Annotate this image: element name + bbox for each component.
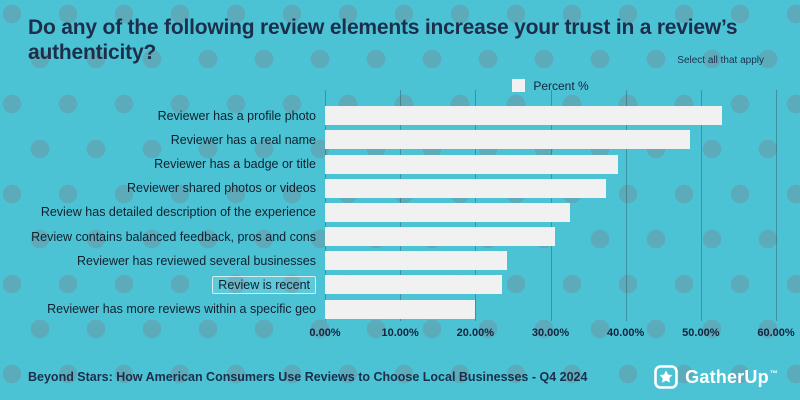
subtitle-note: Select all that apply [677,55,764,66]
star-in-rounded-square-icon [654,365,678,389]
x-axis-tick-label: 40.00% [607,327,645,340]
page-title: Do any of the following review elements … [28,16,738,64]
gridline [625,89,627,322]
bar [325,275,503,295]
gatherup-logo: GatherUp™ [654,365,778,389]
category-label: Reviewer has a badge or title [154,157,316,171]
logo-text: GatherUp™ [685,366,778,387]
legend-label: Percent % [533,78,589,93]
bar-row [325,104,776,128]
category-label: Reviewer has reviewed several businesses [76,253,316,268]
x-axis-tick-label: 10.00% [381,327,419,340]
bar [325,154,619,174]
category-labels-column: Reviewer has a profile photo Reviewer has… [28,104,325,322]
bar-row [325,224,776,248]
category-label: Review is recent [28,273,325,297]
category-label: Reviewer shared photos or videos [127,181,316,196]
x-axis-tick-label: 50.00% [682,327,720,340]
gridline [700,89,702,322]
bar [325,202,571,222]
x-axis: 0.00% 10.00% 20.00% 30.00% 40.00% 50.00% 60.00… [309,327,794,343]
trademark-symbol: ™ [769,368,778,378]
category-label: Reviewer has more reviews within a speci… [47,302,316,317]
bar-row [325,273,776,297]
header: Do any of the following review elements … [0,0,800,66]
legend-swatch-icon [512,79,526,93]
bar-row [325,297,776,321]
bar [325,106,722,126]
bar-row [325,152,776,176]
bar [325,227,555,247]
bar [325,251,507,271]
bar-chart: Reviewer has a profile photo Reviewer has… [0,89,800,322]
footer: Beyond Stars: How American Consumers Use… [28,365,778,389]
bar-row [325,249,776,273]
x-axis-tick-label: 30.00% [531,327,570,340]
x-axis-tick-label: 0.00% [309,327,341,340]
category-label: Review has detailed description of the e… [40,205,316,220]
bar [325,299,476,319]
plot-area [325,89,777,322]
category-label: Reviewer has a real name [170,132,316,147]
bars-container [325,104,776,322]
source-caption: Beyond Stars: How American Consumers Use… [28,370,588,384]
category-label: Review contains balanced feedback, pros … [31,229,316,244]
bar-row [325,200,776,224]
category-label: Reviewer has a profile photo [157,108,316,123]
bar-row [325,128,776,152]
gridline [776,89,777,322]
bar [325,130,691,150]
bar-row [325,176,776,200]
bar [325,178,607,198]
chart-legend: Percent % [325,78,776,94]
x-axis-tick-label: 20.00% [456,327,494,340]
x-axis-tick-label: 60.00% [757,327,795,340]
